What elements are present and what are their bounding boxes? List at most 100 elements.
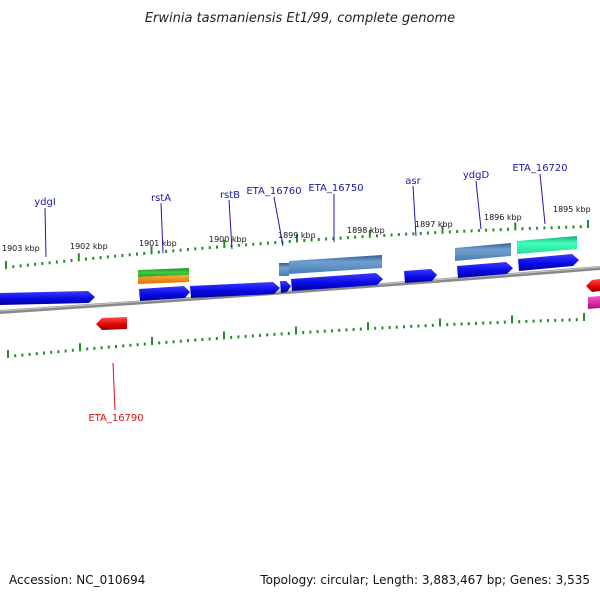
feature-teal-eta16720[interactable]	[517, 236, 577, 254]
major-tick	[7, 350, 9, 358]
minor-tick	[316, 330, 319, 334]
feature-green-rstA[interactable]	[138, 268, 189, 277]
gene-rstB[interactable]	[190, 282, 280, 298]
minor-tick	[216, 245, 218, 249]
minor-tick	[390, 233, 393, 237]
minor-tick	[323, 329, 326, 333]
kbp-label: 1903 kbp	[2, 244, 40, 253]
feature-steel-eta16750[interactable]	[289, 255, 382, 274]
minor-tick	[201, 246, 204, 250]
kbp-label: 1899 kbp	[278, 231, 316, 240]
minor-tick	[381, 326, 384, 330]
gene-asr[interactable]	[404, 269, 437, 283]
minor-tick	[345, 328, 348, 332]
minor-tick	[463, 229, 466, 233]
gene-eta16760[interactable]	[280, 281, 291, 293]
minor-tick	[287, 332, 290, 335]
minor-tick	[532, 319, 535, 323]
reverse-strand-genes	[96, 279, 600, 330]
feature-orange-rstA[interactable]	[138, 275, 189, 284]
minor-tick	[448, 230, 451, 234]
minor-tick	[543, 226, 546, 230]
minor-tick	[41, 262, 44, 265]
minor-tick	[63, 259, 66, 263]
minor-tick	[107, 345, 110, 349]
gene-label-asr: asr	[405, 176, 421, 187]
topology-label: Topology: circular; Length: 3,883,467 bp…	[260, 573, 590, 587]
minor-tick	[383, 233, 386, 237]
gene-pink-edge[interactable]	[588, 296, 600, 309]
minor-tick	[536, 226, 539, 230]
minor-tick	[359, 327, 362, 331]
minor-tick	[424, 324, 427, 328]
minor-tick	[475, 321, 477, 325]
minor-tick	[186, 248, 189, 251]
gene-eta16720[interactable]	[518, 254, 579, 271]
minor-tick	[194, 338, 197, 342]
minor-tick	[547, 319, 549, 323]
minor-tick	[446, 323, 449, 327]
minor-tick	[157, 250, 160, 254]
label-leaders	[44, 173, 546, 411]
minor-tick	[572, 225, 575, 229]
kbp-label: 1896 kbp	[484, 213, 522, 222]
gene-eta16790[interactable]	[96, 317, 127, 330]
gene-red-edge[interactable]	[586, 279, 600, 292]
minor-tick	[172, 340, 175, 344]
minor-tick	[376, 234, 378, 238]
minor-tick	[143, 251, 146, 255]
minor-tick	[187, 339, 189, 343]
minor-tick	[128, 253, 131, 257]
minor-tick	[64, 349, 67, 353]
feature-bars	[138, 236, 577, 284]
minor-tick	[426, 231, 429, 235]
minor-tick	[417, 324, 420, 328]
minor-tick	[252, 242, 255, 246]
minor-tick	[86, 347, 89, 351]
minor-tick	[482, 321, 485, 325]
minor-tick	[266, 241, 269, 245]
gene-label-eta16760: ETA_16760	[246, 186, 301, 197]
minor-tick	[557, 225, 560, 229]
minor-tick	[99, 256, 102, 260]
minor-tick	[338, 328, 341, 332]
chromosome-backbone	[0, 266, 600, 314]
minor-tick	[122, 344, 125, 348]
minor-tick	[237, 243, 240, 247]
gene-eta16750[interactable]	[291, 273, 383, 291]
accession-label: Accession: NC_010694	[9, 573, 146, 587]
gene-ydgD[interactable]	[457, 262, 513, 278]
minor-tick	[579, 225, 582, 229]
minor-tick	[245, 243, 248, 247]
feature-steel-eta16760[interactable]	[279, 263, 289, 276]
minor-tick	[100, 346, 103, 350]
feature-steel-ydgD[interactable]	[455, 243, 511, 261]
minor-tick	[374, 326, 377, 330]
minor-tick	[525, 319, 528, 323]
kbp-label: 1901 kbp	[139, 239, 177, 248]
minor-tick	[48, 261, 51, 265]
minor-tick	[121, 254, 124, 257]
major-tick	[150, 246, 153, 255]
gene-ydgI[interactable]	[0, 291, 95, 305]
minor-tick	[303, 239, 306, 242]
major-tick	[223, 331, 225, 340]
gene-rstA[interactable]	[139, 286, 190, 301]
minor-tick	[34, 262, 37, 266]
major-tick	[583, 313, 585, 321]
minor-tick	[554, 318, 557, 322]
minor-tick	[143, 342, 146, 346]
minor-tick	[237, 335, 240, 339]
minor-tick	[50, 350, 53, 354]
minor-tick	[259, 333, 261, 337]
major-tick	[439, 318, 441, 327]
gene-label-eta16790: ETA_16790	[88, 413, 143, 424]
minor-tick	[136, 343, 139, 347]
gene-label-ydgD: ydgD	[463, 170, 490, 181]
minor-tick	[405, 232, 408, 236]
minor-tick	[565, 225, 568, 229]
gene-label-eta16720: ETA_16720	[512, 163, 567, 174]
minor-tick	[302, 331, 305, 334]
minor-tick	[201, 338, 204, 341]
